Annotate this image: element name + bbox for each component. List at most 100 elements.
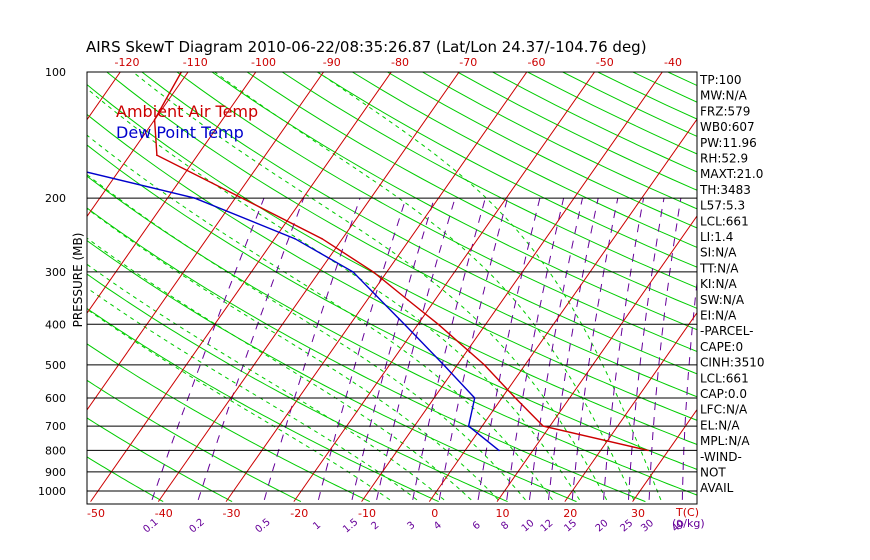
pressure-tick-label: 800 (45, 444, 66, 457)
bottom-temp-ticks: -50 -40 -30 -20 -10 0 10 20 30 (87, 507, 645, 520)
dry-adiabat-line (843, 72, 870, 502)
mixing-ratio-label: 30 (639, 518, 656, 535)
mixing-ratio-line (681, 278, 697, 500)
dry-adiabat-line (352, 72, 697, 248)
index-text: LCL:661 (700, 371, 749, 385)
isotherm-line (768, 72, 870, 502)
mixing-unit-label: (g/kg) (672, 517, 705, 530)
pressure-tick-label: 500 (45, 359, 66, 372)
moist-adiabat-line (87, 308, 391, 501)
isotherm-line (225, 72, 528, 502)
legend-entry: Dew Point Temp (116, 123, 244, 142)
bottom-temp-tick-label: 0 (431, 507, 438, 520)
index-text: -PARCEL- (700, 324, 754, 338)
index-text: LFC:N/A (700, 403, 748, 417)
dry-adiabat-line (87, 144, 697, 470)
mixing-ratio-lines (151, 197, 697, 501)
index-text: PW:11.96 (700, 136, 757, 150)
mixing-ratio-line (263, 197, 361, 501)
isotherm-line (428, 118, 697, 502)
mixing-ratio-line (197, 197, 305, 501)
dry-adiabat-line (316, 72, 697, 268)
isotherm-line (157, 72, 460, 502)
series-point (321, 237, 323, 240)
mixing-ratio-label: 6 (471, 520, 483, 533)
mixing-ratio-line (571, 198, 619, 500)
mixing-ratio-label: 0.5 (254, 517, 273, 536)
index-text: SW:N/A (700, 293, 745, 307)
isotherm-line (293, 72, 595, 502)
dry-adiabat-line (667, 72, 697, 87)
index-text: CINH:3510 (700, 356, 765, 370)
dry-adiabat-line (87, 175, 697, 496)
series-point (467, 425, 470, 427)
dry-adiabat-line (141, 72, 697, 375)
series-point (241, 197, 243, 199)
bottom-temp-tick-label: -50 (87, 507, 105, 520)
series-line (153, 72, 649, 452)
series-point (483, 364, 486, 366)
top-temp-tick-label: -90 (323, 56, 341, 69)
index-text: NOT (700, 466, 726, 480)
series-point (498, 449, 500, 452)
index-text: TT:N/A (699, 261, 739, 275)
pressure-tick-label: 400 (45, 318, 66, 331)
index-text: TH:3483 (699, 183, 751, 197)
mixing-ratio-line (376, 197, 456, 501)
index-text: EL:N/A (700, 418, 740, 432)
dry-adiabat-line (738, 72, 870, 502)
isotherm-line (87, 72, 121, 121)
legend-entry: Ambient Air Temp (116, 102, 258, 121)
index-text: LI:1.4 (700, 230, 733, 244)
isotherm-line (87, 72, 324, 411)
isotherm-line (632, 408, 697, 502)
top-temp-tick-label: -50 (596, 56, 614, 69)
isotherm-line (361, 72, 663, 502)
mixing-ratio-line (628, 198, 665, 500)
dry-adiabat-line (87, 113, 697, 446)
top-temp-ticks: -120 -110 -100 -90 -80 -70 -60 -50 -40 (115, 56, 682, 69)
moist-adiabat-line (87, 287, 418, 501)
dry-adiabat-line (106, 72, 697, 398)
top-temp-tick-label: -110 (183, 56, 208, 69)
top-temp-tick-label: -60 (528, 56, 546, 69)
pressure-tick-label: 300 (45, 266, 66, 279)
moist-adiabat-line (132, 72, 608, 501)
moist-adiabat-line (214, 72, 635, 501)
isotherm-line (0, 72, 53, 502)
pressure-tick-label: 600 (45, 392, 66, 405)
series-point (156, 154, 158, 157)
series-point (647, 449, 649, 452)
index-text: MAXT:21.0 (700, 167, 763, 181)
mixing-ratio-label: 25 (619, 518, 636, 535)
dry-adiabat-line (87, 83, 697, 421)
series-point (193, 197, 196, 199)
index-text: LCL:661 (700, 214, 749, 228)
bottom-temp-tick-label: -40 (155, 507, 173, 520)
y-axis-label: PRESSURE (MB) (71, 233, 85, 328)
bottom-temp-tick-label: 10 (496, 507, 510, 520)
index-text: -WIND- (700, 450, 742, 464)
series-point (407, 299, 409, 301)
top-temp-tick-label: -40 (664, 56, 682, 69)
series-point (39, 119, 41, 121)
series-point (403, 323, 406, 326)
mixing-ratio-line (351, 197, 435, 501)
series-layer (39, 72, 649, 452)
bottom-temp-tick-label: -20 (290, 507, 308, 520)
index-text: AVAIL (700, 481, 734, 495)
dry-adiabat-line (176, 72, 697, 353)
series-point (442, 364, 445, 366)
dry-adiabat-line (808, 72, 870, 502)
mixing-ratio-label: 0.2 (188, 517, 207, 536)
top-temp-tick-label: -120 (115, 56, 140, 69)
index-text: EI:N/A (700, 309, 737, 323)
plot-frame (86, 71, 698, 505)
mixing-ratio-label: 4 (432, 520, 444, 533)
index-text: CAPE:0 (700, 340, 743, 354)
isotherm-line (496, 215, 697, 502)
index-text: MW:N/A (700, 89, 748, 103)
index-text: FRZ:579 (700, 104, 750, 118)
index-text: TP:100 (699, 73, 742, 87)
mixing-ratio-line (603, 198, 645, 500)
